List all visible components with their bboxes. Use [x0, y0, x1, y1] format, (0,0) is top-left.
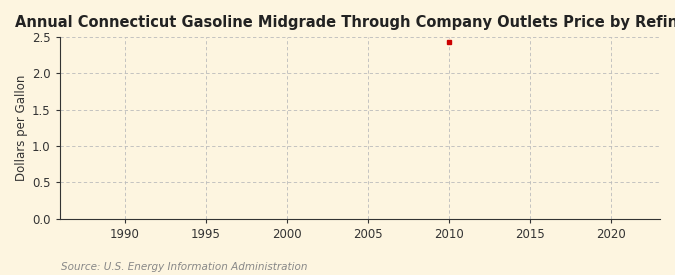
Text: Source: U.S. Energy Information Administration: Source: U.S. Energy Information Administ… [61, 262, 307, 272]
Title: Annual Connecticut Gasoline Midgrade Through Company Outlets Price by Refiners: Annual Connecticut Gasoline Midgrade Thr… [16, 15, 675, 30]
Y-axis label: Dollars per Gallon: Dollars per Gallon [15, 75, 28, 181]
